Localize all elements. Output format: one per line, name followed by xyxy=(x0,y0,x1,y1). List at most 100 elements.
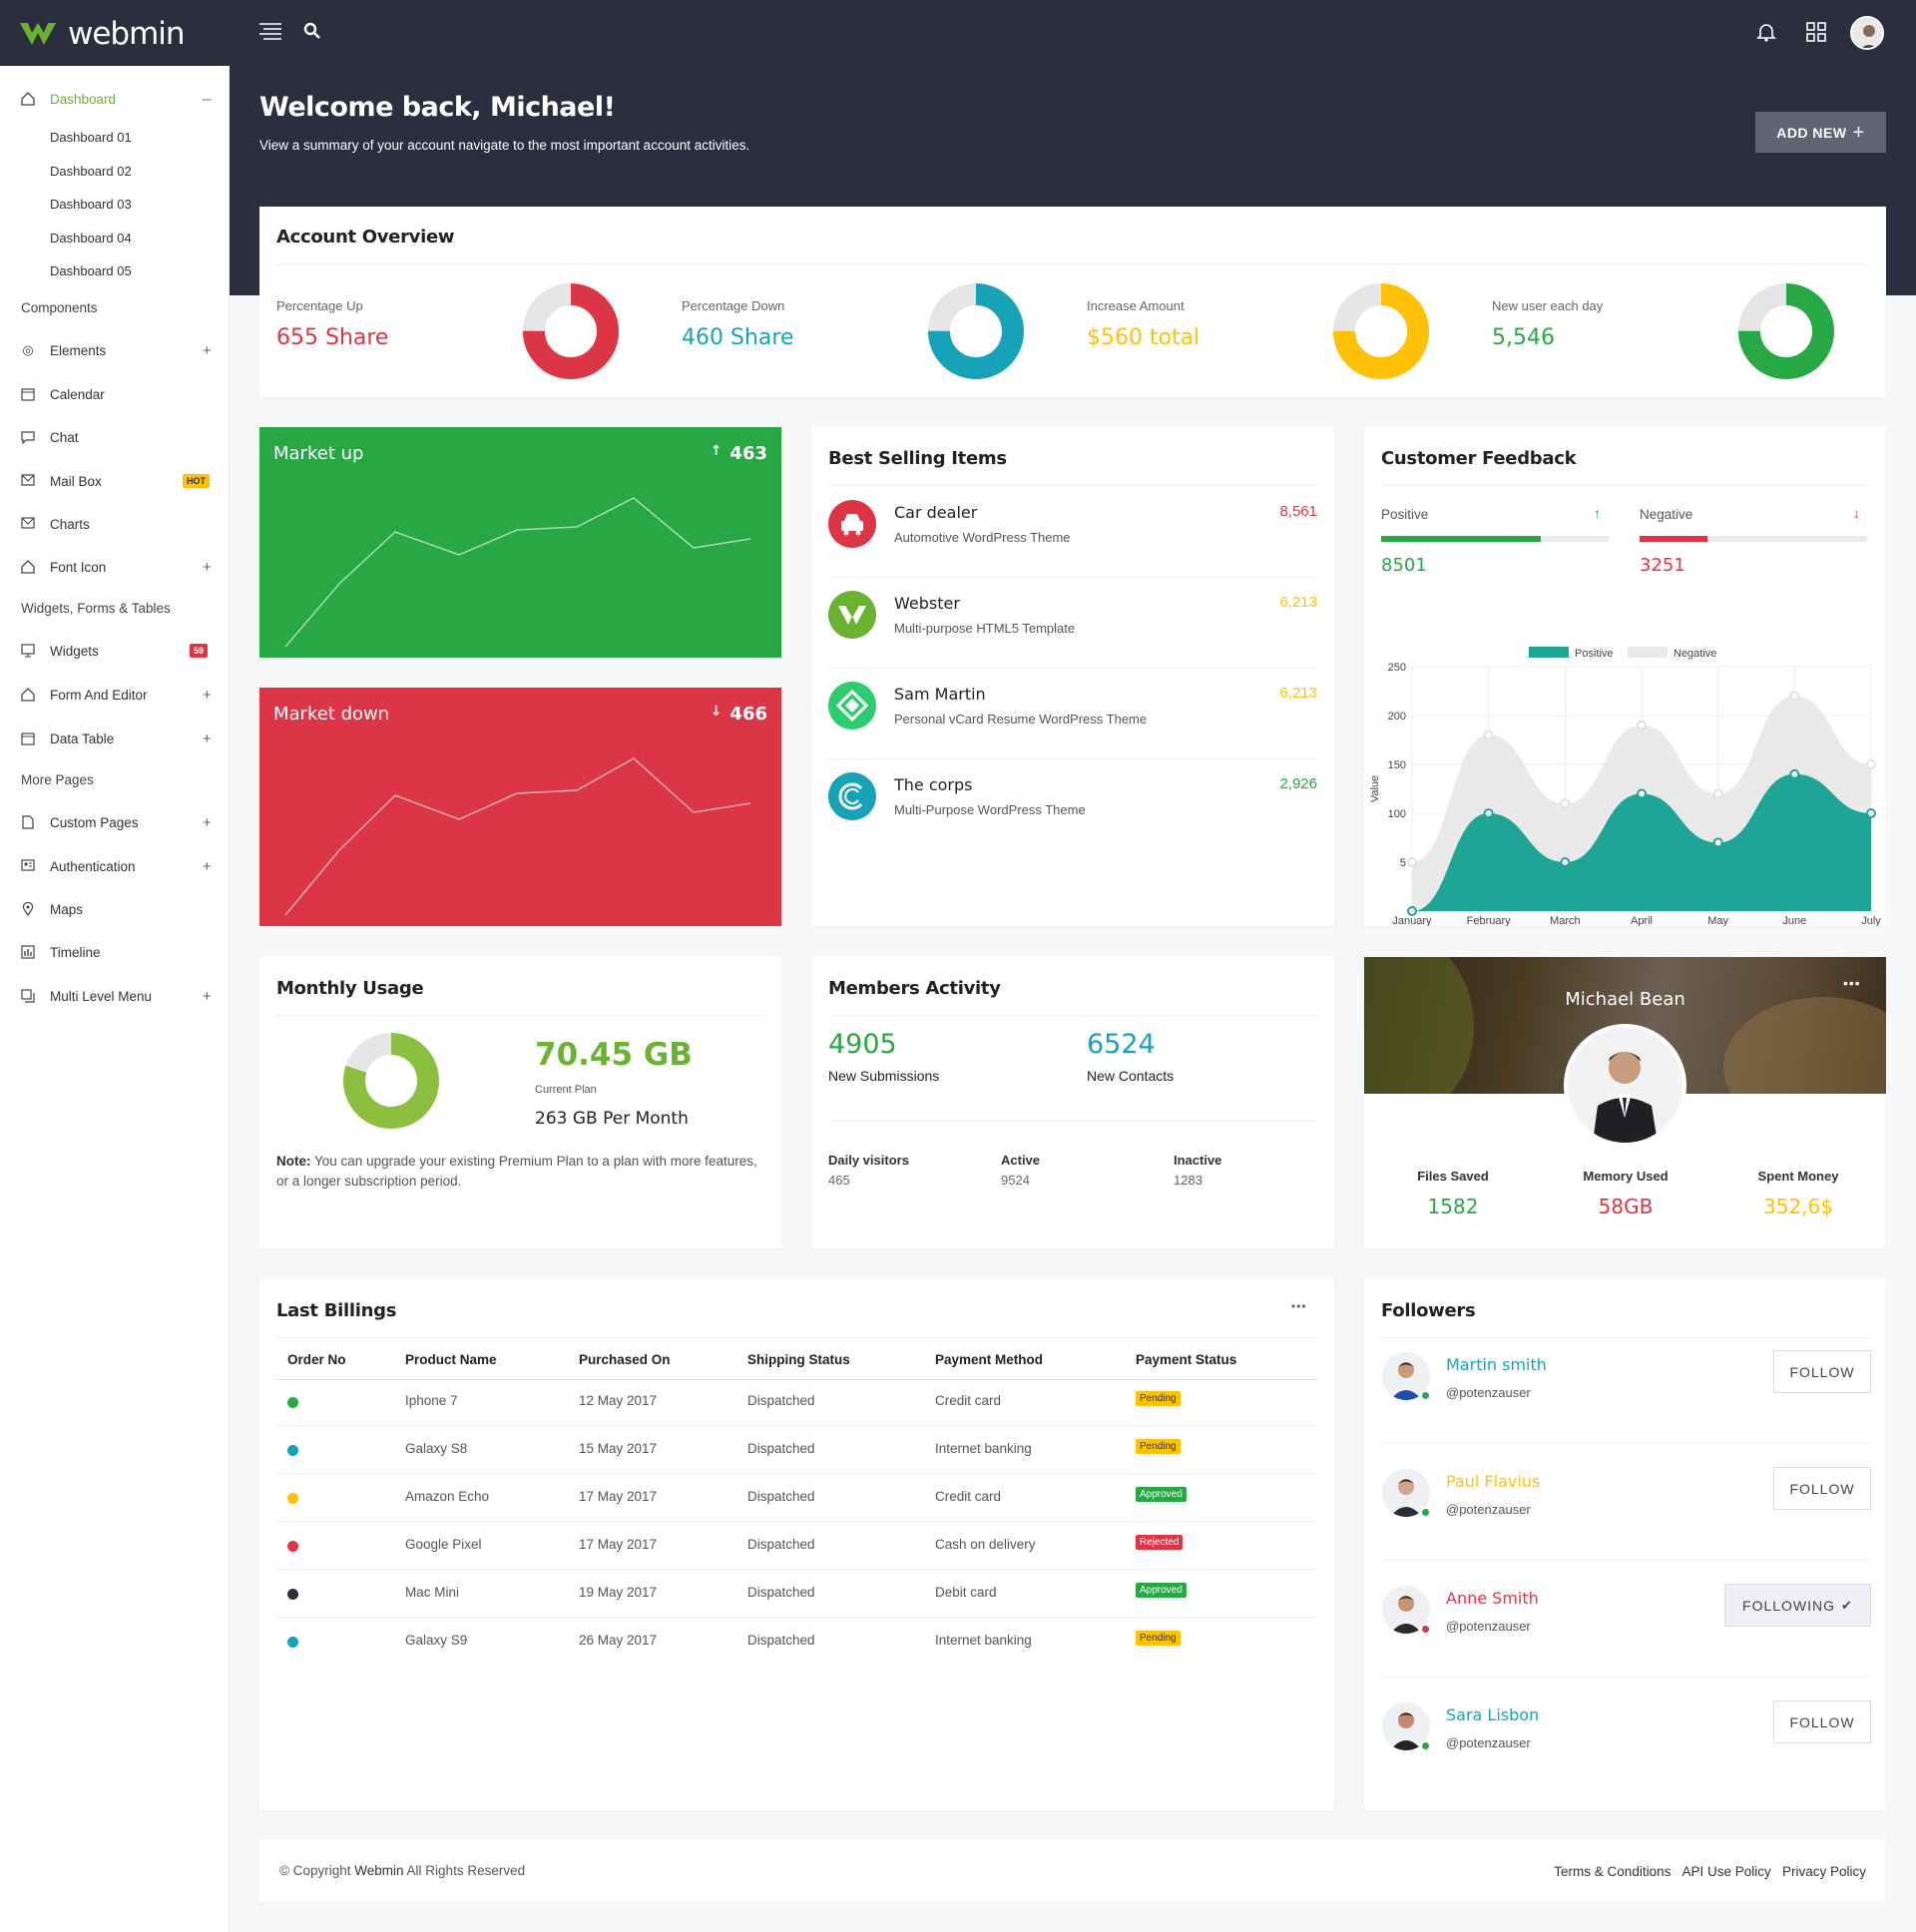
status-badge: Pending xyxy=(1136,1631,1181,1646)
sidebar-subitem-dashboard-05[interactable]: Dashboard 05 xyxy=(50,263,132,278)
expand-icon[interactable]: + xyxy=(203,857,212,875)
footer-link-privacy[interactable]: Privacy Policy xyxy=(1781,1864,1866,1879)
sidebar-subitem-dashboard-02[interactable]: Dashboard 02 xyxy=(50,164,132,179)
status-badge: Approved xyxy=(1136,1583,1187,1598)
sidebar-item-chat[interactable]: Chat xyxy=(0,428,230,446)
sidebar-item-label: Authentication xyxy=(50,858,136,874)
brand-logo[interactable]: webmin xyxy=(20,16,186,52)
table-header[interactable]: Shipping Status xyxy=(747,1352,850,1367)
sidebar-item-elements[interactable]: ◎ Elements + xyxy=(0,341,230,359)
follower-avatar[interactable] xyxy=(1382,1702,1430,1750)
sidebar-item-calendar[interactable]: Calendar xyxy=(0,385,230,403)
sidebar-item-form-editor[interactable]: Form And Editor + xyxy=(0,686,230,704)
footer-link-api[interactable]: API Use Policy xyxy=(1681,1864,1771,1879)
table-row-divider xyxy=(276,1521,1317,1522)
user-avatar[interactable] xyxy=(1850,16,1884,50)
sidebar-item-multi-level[interactable]: Multi Level Menu + xyxy=(0,987,230,1005)
negative-value: 3251 xyxy=(1640,555,1685,576)
more-options-icon[interactable]: ••• xyxy=(1291,1299,1307,1313)
follower-name[interactable]: Martin smith xyxy=(1446,1355,1547,1374)
follower-name[interactable]: Sara Lisbon xyxy=(1446,1705,1540,1724)
legend-label-negative: Negative xyxy=(1674,648,1716,660)
profile-stat-label: Memory Used xyxy=(1583,1169,1669,1184)
table-row-divider xyxy=(276,1425,1317,1426)
add-new-button[interactable]: ADD NEW + xyxy=(1755,112,1886,153)
profile-avatar[interactable] xyxy=(1564,1024,1686,1147)
cell-method: Internet banking xyxy=(935,1633,1032,1648)
menu-toggle-icon[interactable] xyxy=(259,22,281,45)
cell-shipping: Dispatched xyxy=(747,1441,815,1456)
sidebar-item-timeline[interactable]: Timeline xyxy=(0,943,230,961)
sidebar-subitem-dashboard-03[interactable]: Dashboard 03 xyxy=(50,197,132,212)
follow-button[interactable]: FOLLOW xyxy=(1773,1350,1871,1393)
overview-donut xyxy=(1333,283,1429,379)
follower-handle: @potenzauser xyxy=(1446,1619,1531,1634)
search-icon[interactable] xyxy=(303,22,321,45)
item-name[interactable]: Webster xyxy=(894,594,960,613)
item-value: 2,926 xyxy=(1279,775,1317,792)
sidebar-subitem-dashboard-04[interactable]: Dashboard 04 xyxy=(50,231,132,245)
collapse-icon[interactable]: – xyxy=(203,90,212,108)
mail-icon xyxy=(20,474,36,488)
data-point xyxy=(1637,788,1647,799)
layers-icon xyxy=(20,989,36,1003)
positive-label: Positive xyxy=(1381,507,1429,522)
legend-label-positive: Positive xyxy=(1575,648,1614,660)
sidebar-item-custom-pages[interactable]: Custom Pages + xyxy=(0,813,230,831)
cell-date: 15 May 2017 xyxy=(579,1441,658,1456)
cell-product: Galaxy S8 xyxy=(405,1441,468,1456)
divider xyxy=(1381,1560,1869,1561)
follow-button[interactable]: FOLLOW xyxy=(1773,1467,1871,1510)
sidebar-item-authentication[interactable]: Authentication + xyxy=(0,857,230,875)
expand-icon[interactable]: + xyxy=(203,558,212,576)
last-billings-card: Last Billings ••• Order No Product Name Pu… xyxy=(259,1279,1334,1810)
order-dot xyxy=(287,1445,298,1456)
follower-avatar[interactable] xyxy=(1382,1469,1430,1517)
following-button[interactable]: FOLLOWING ✔ xyxy=(1724,1584,1871,1627)
follow-button[interactable]: FOLLOW xyxy=(1773,1700,1871,1743)
item-name[interactable]: Car dealer xyxy=(894,503,978,522)
bell-icon[interactable] xyxy=(1756,22,1776,47)
table-row-divider xyxy=(276,1569,1317,1570)
overview-label: New user each day xyxy=(1492,298,1604,313)
contacts-label: New Contacts xyxy=(1087,1068,1175,1084)
expand-icon[interactable]: + xyxy=(203,686,212,704)
sidebar-item-label: Form And Editor xyxy=(50,687,148,703)
cell-date: 17 May 2017 xyxy=(579,1489,658,1504)
table-header[interactable]: Payment Method xyxy=(935,1352,1044,1367)
item-name[interactable]: Sam Martin xyxy=(894,685,986,704)
expand-icon[interactable]: + xyxy=(203,341,212,359)
table-header[interactable]: Payment Status xyxy=(1136,1352,1237,1367)
sidebar-item-widgets[interactable]: Widgets 59 xyxy=(0,642,230,660)
item-value: 6,213 xyxy=(1279,594,1317,611)
follower-name[interactable]: Anne Smith xyxy=(1446,1589,1539,1608)
expand-icon[interactable]: + xyxy=(203,813,212,831)
sidebar-item-font-icon[interactable]: Font Icon + xyxy=(0,558,230,576)
x-tick-label: April xyxy=(1631,915,1653,926)
sidebar-subitem-dashboard-01[interactable]: Dashboard 01 xyxy=(50,130,132,145)
positive-value: 8501 xyxy=(1381,555,1427,576)
copyright-brand[interactable]: Webmin xyxy=(354,1863,404,1878)
table-header[interactable]: Product Name xyxy=(405,1352,497,1367)
cell-date: 12 May 2017 xyxy=(579,1393,658,1408)
apps-grid-icon[interactable] xyxy=(1806,22,1826,47)
sidebar-item-maps[interactable]: Maps xyxy=(0,900,230,918)
more-options-icon[interactable]: ••• xyxy=(1843,975,1861,991)
count-badge: 59 xyxy=(190,644,209,658)
table-header[interactable]: Purchased On xyxy=(579,1352,671,1367)
plan-label: Current Plan xyxy=(535,1084,597,1096)
footer-link-terms[interactable]: Terms & Conditions xyxy=(1554,1864,1672,1879)
expand-icon[interactable]: + xyxy=(203,729,212,747)
sidebar-item-charts[interactable]: Charts xyxy=(0,515,230,533)
table-header[interactable]: Order No xyxy=(287,1352,346,1367)
expand-icon[interactable]: + xyxy=(203,987,212,1005)
sidebar-item-mailbox[interactable]: Mail Box HOT xyxy=(0,472,230,490)
profile-card: Michael Bean ••• Files Saved 1582 Memory U… xyxy=(1364,957,1886,1248)
sidebar-item-dashboard[interactable]: Dashboard – xyxy=(0,90,230,108)
follower-name[interactable]: Paul Flavius xyxy=(1446,1472,1541,1491)
car-icon xyxy=(828,500,876,548)
chart-icon xyxy=(20,517,36,531)
overview-label: Percentage Up xyxy=(276,298,363,313)
sidebar-item-data-table[interactable]: Data Table + xyxy=(0,729,230,747)
item-name[interactable]: The corps xyxy=(894,775,973,794)
